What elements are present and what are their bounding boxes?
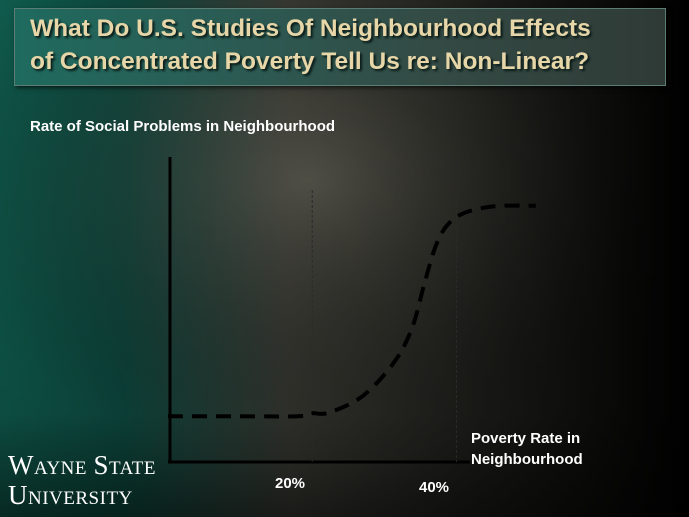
wayne-state-logo: WAYNE STATE UNIVERSITY [8, 452, 156, 512]
logo-s: S [93, 450, 110, 480]
logo-w: W [8, 450, 34, 480]
logo-niversity: NIVERSITY [28, 488, 133, 509]
title-box [14, 8, 666, 86]
x-axis-label: Poverty Rate in Neighbourhood [471, 428, 671, 470]
y-axis-label: Rate of Social Problems in Neighbourhood [30, 118, 336, 135]
slide-title-line2: of Concentrated Poverty Tell Us re: Non-… [30, 48, 590, 75]
slide-title-line1: What Do U.S. Studies Of Neighbourhood Ef… [30, 15, 591, 42]
x-axis-label-line1: Poverty Rate in [471, 430, 581, 447]
x-tick-label-40: 40% [419, 479, 450, 496]
slide-title: What Do U.S. Studies Of Neighbourhood Ef… [30, 12, 670, 78]
logo-tate: TATE [109, 458, 156, 479]
logo-u: U [8, 480, 28, 510]
x-tick-label-20: 20% [275, 475, 306, 492]
x-axis-label-line2: Neighbourhood [471, 451, 583, 468]
series-curve [167, 203, 536, 419]
logo-ayne: AYNE [33, 458, 88, 479]
